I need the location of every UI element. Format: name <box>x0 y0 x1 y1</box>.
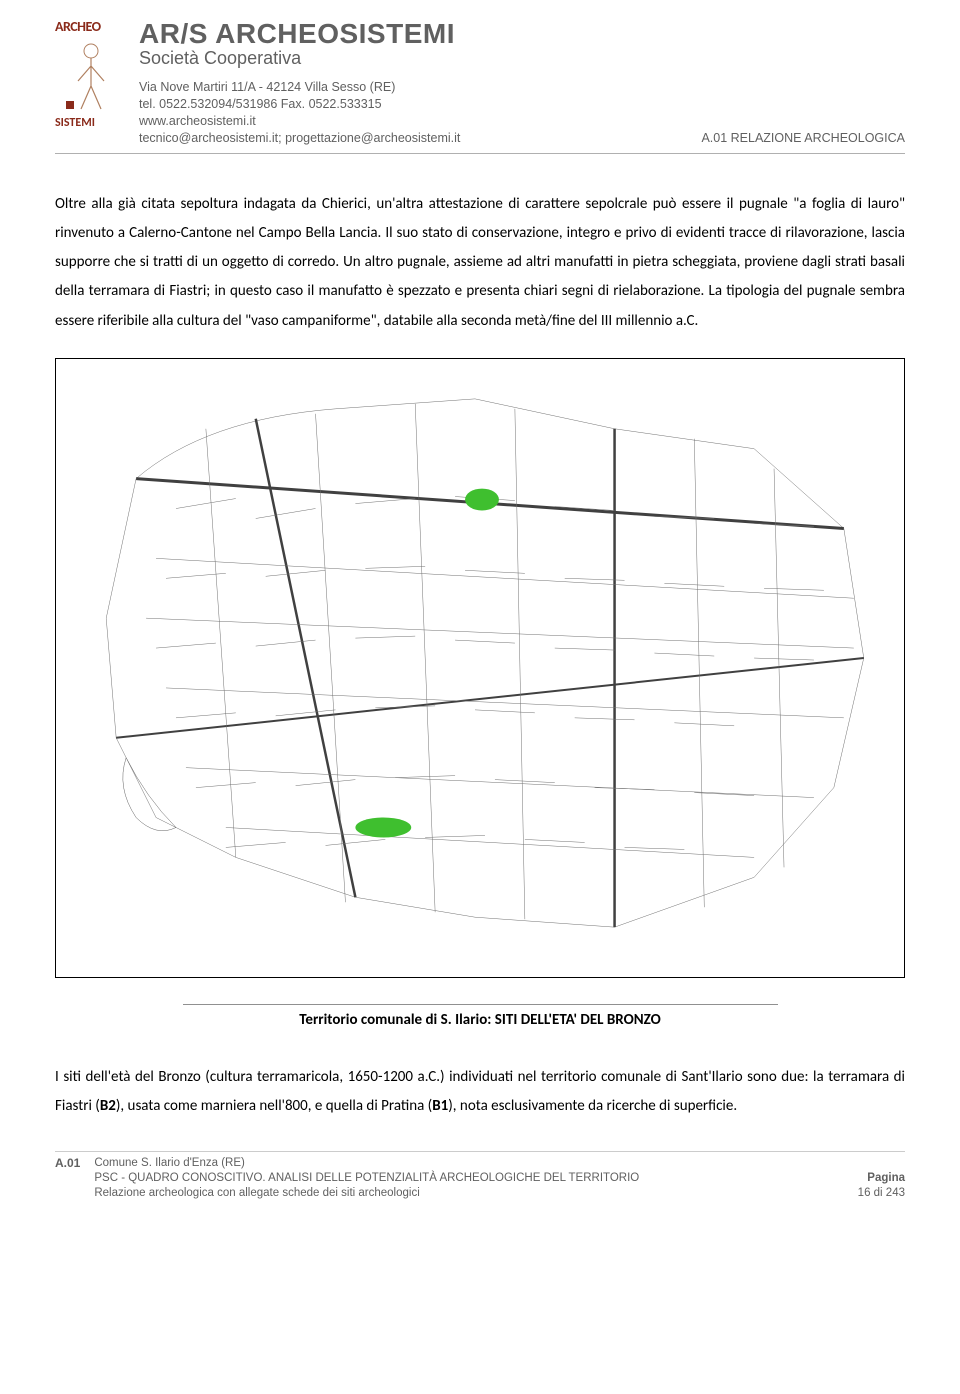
footer-line-3: Relazione archeologica con allegate sche… <box>94 1186 639 1201</box>
footer-code: A.01 <box>55 1156 80 1170</box>
paragraph-2: I siti dell'età del Bronzo (cultura terr… <box>55 1063 905 1122</box>
page-footer: A.01 Comune S. Ilario d'Enza (RE) PSC - … <box>55 1151 905 1201</box>
paragraph-1: Oltre alla già citata sepoltura indagata… <box>55 190 905 336</box>
company-subtitle: Società Cooperativa <box>139 48 689 69</box>
email-line: tecnico@archeosistemi.it; progettazione@… <box>139 130 689 147</box>
para2-mid: ), usata come marniera nell'800, e quell… <box>116 1097 432 1115</box>
address-line: Via Nove Martiri 11/A - 42124 Villa Sess… <box>139 79 689 96</box>
web-line: www.archeosistemi.it <box>139 113 689 130</box>
footer-line-2: PSC - QUADRO CONOSCITIVO. ANALISI DELLE … <box>94 1171 639 1186</box>
logo-figure-icon <box>66 41 116 111</box>
para2-b2: B1 <box>432 1097 448 1115</box>
map-svg <box>56 359 904 977</box>
page-header: ARCHEO SISTEMI AR/S ARCHEOSISTEMI Societ… <box>55 18 905 154</box>
logo-text-bottom: SISTEMI <box>55 116 127 130</box>
map-caption: Territorio comunale di S. Ilario: SITI D… <box>183 1004 778 1029</box>
territory-map <box>55 358 905 978</box>
company-name: AR/S ARCHEOSISTEMI <box>139 18 689 50</box>
page-label: Pagina <box>858 1171 905 1186</box>
header-text-block: AR/S ARCHEOSISTEMI Società Cooperativa V… <box>139 18 689 147</box>
phone-line: tel. 0522.532094/531986 Fax. 0522.533315 <box>139 96 689 113</box>
footer-left: A.01 Comune S. Ilario d'Enza (RE) PSC - … <box>55 1156 639 1201</box>
footer-text-block: Comune S. Ilario d'Enza (RE) PSC - QUADR… <box>94 1156 639 1201</box>
map-site-north <box>465 488 499 510</box>
para2-b1: B2 <box>100 1097 116 1115</box>
para2-post: ), nota esclusivamente da ricerche di su… <box>448 1097 737 1115</box>
footer-right: Pagina 16 di 243 <box>858 1171 905 1201</box>
page-number: 16 di 243 <box>858 1186 905 1201</box>
logo-text-top: ARCHEO <box>55 18 127 35</box>
map-site-south <box>355 817 411 837</box>
company-logo: ARCHEO SISTEMI <box>55 18 127 130</box>
contact-block: Via Nove Martiri 11/A - 42124 Villa Sess… <box>139 79 689 147</box>
document-reference: A.01 RELAZIONE ARCHEOLOGICA <box>701 131 905 145</box>
document-page: ARCHEO SISTEMI AR/S ARCHEOSISTEMI Societ… <box>0 0 960 1394</box>
footer-line-1: Comune S. Ilario d'Enza (RE) <box>94 1156 639 1171</box>
